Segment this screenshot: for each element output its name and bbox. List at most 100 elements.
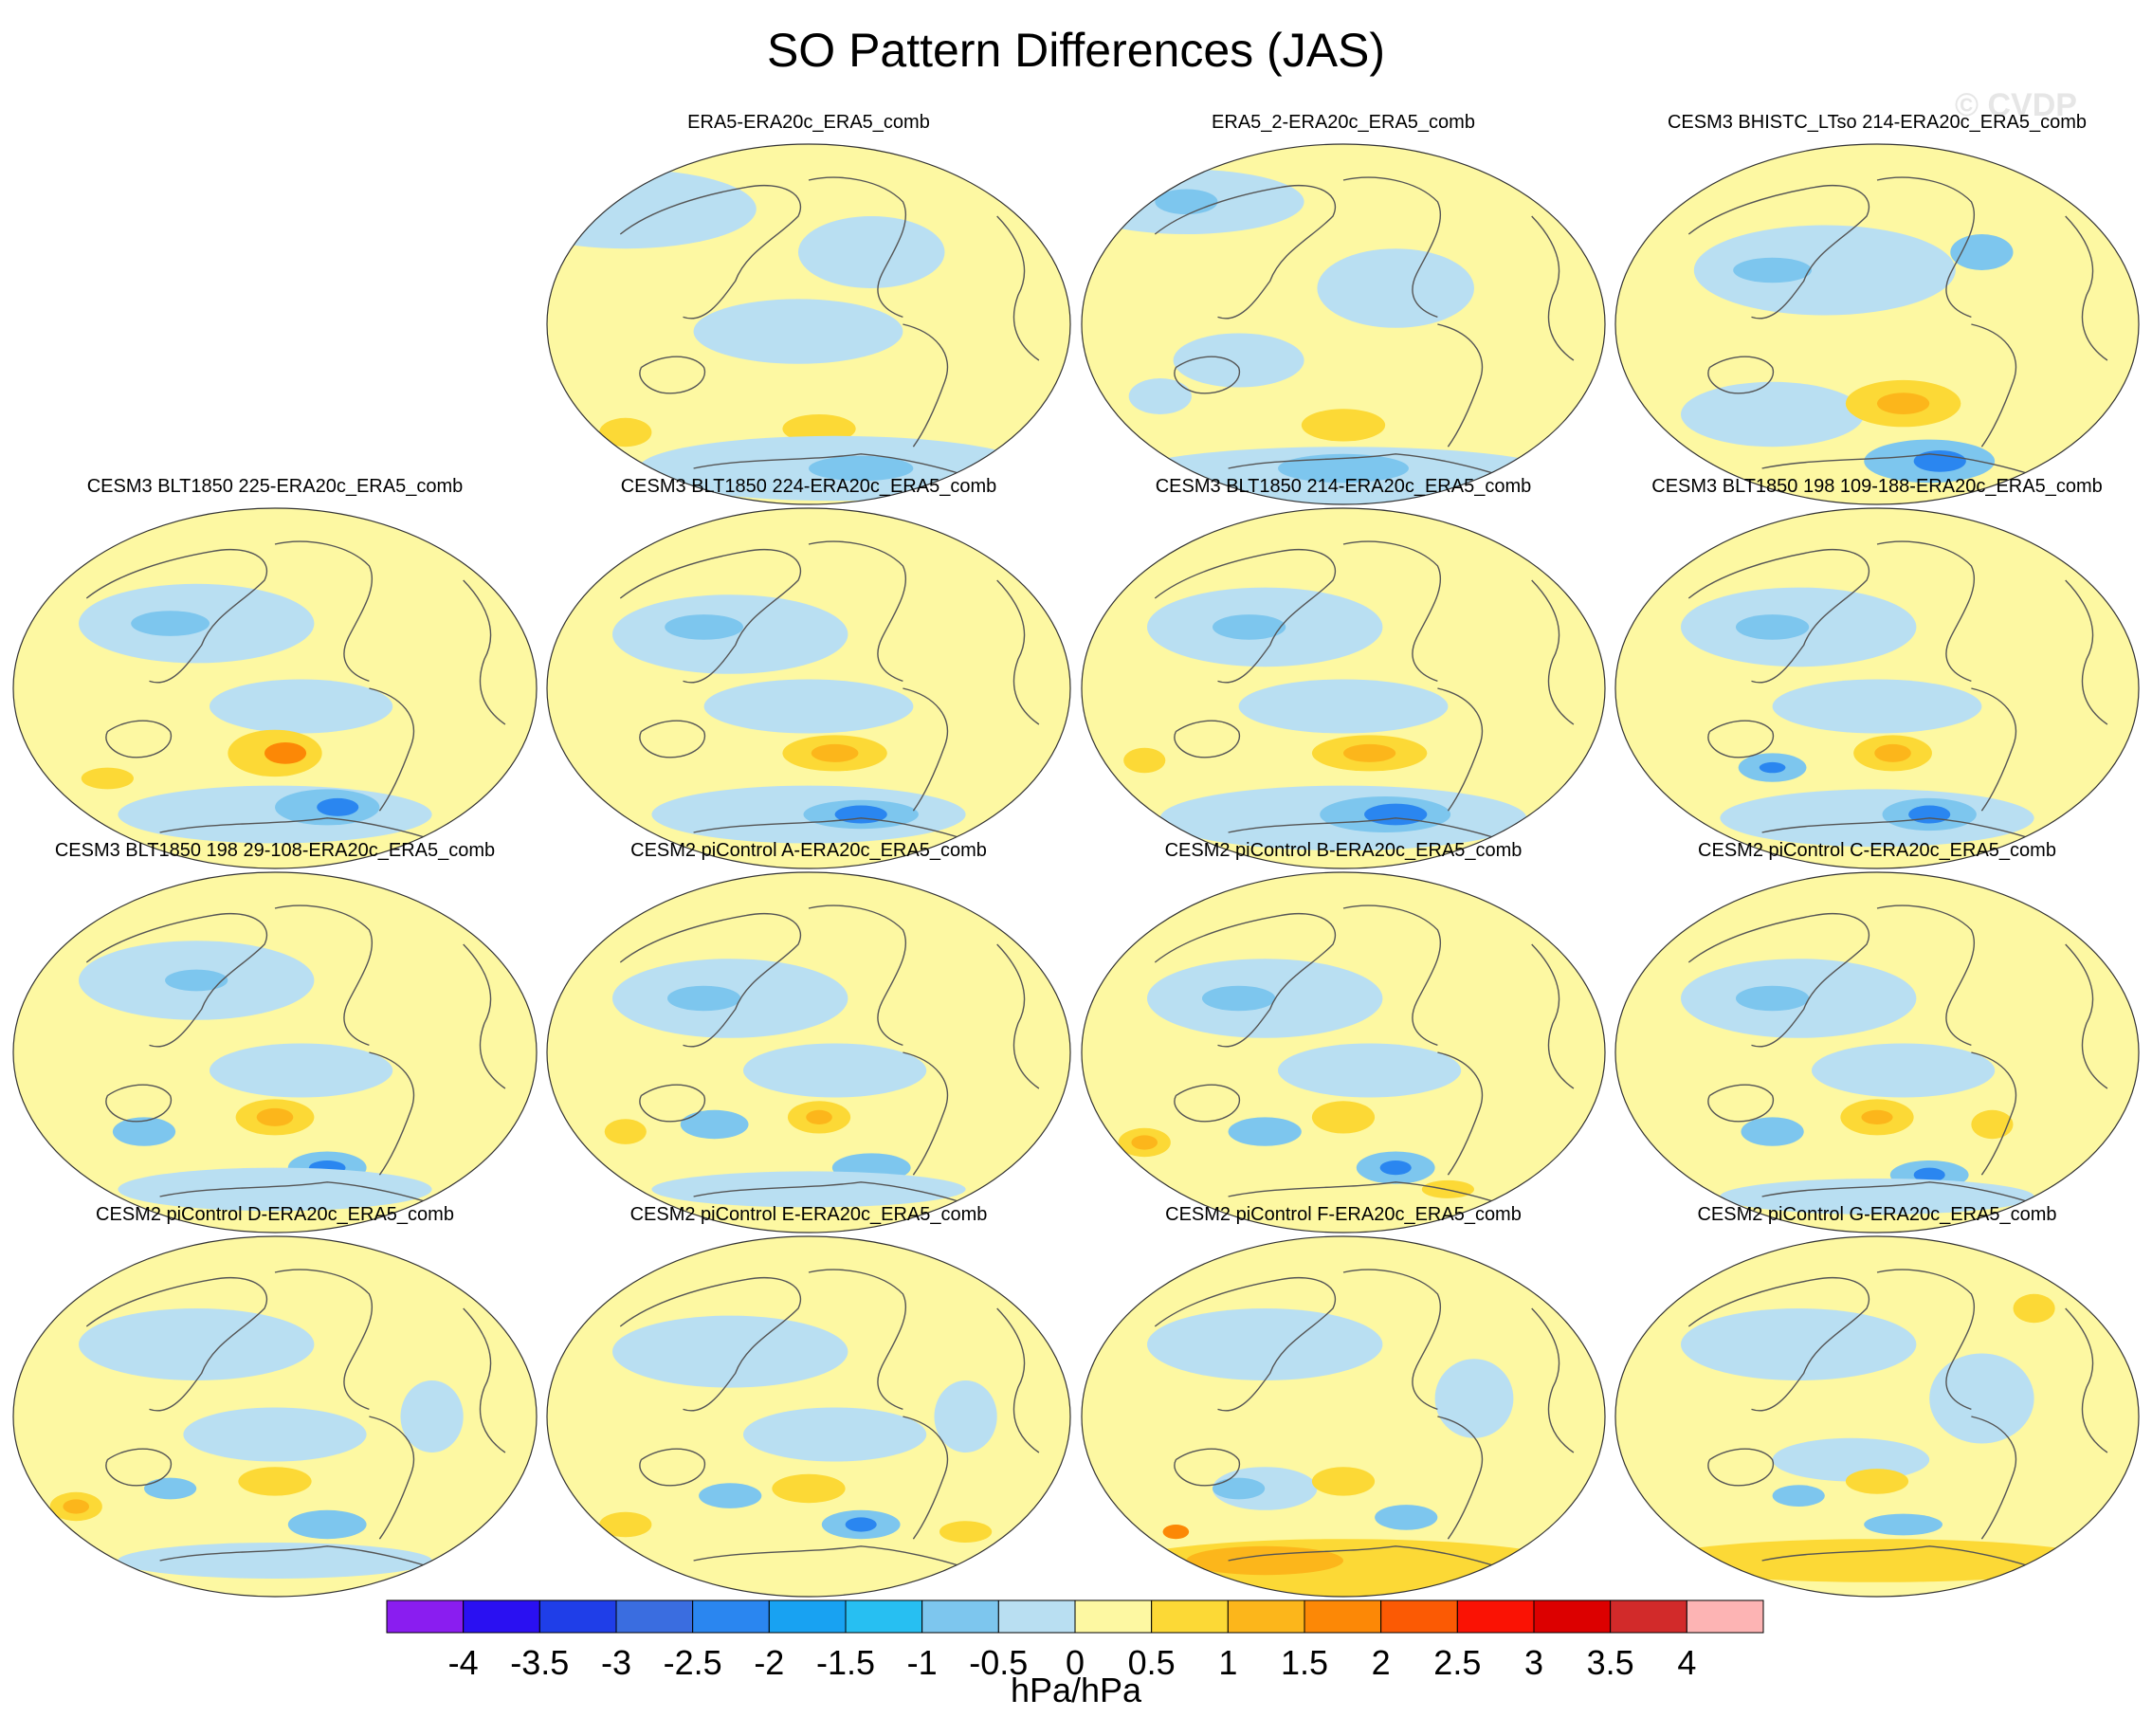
map-panel: CESM3 BLT1850 224-ERA20c_ERA5_comb	[543, 476, 1074, 869]
anomaly-contour	[1720, 1179, 2034, 1215]
anomaly-contour	[1213, 614, 1286, 640]
coastline	[1154, 548, 1336, 684]
map	[546, 143, 1071, 505]
coastline	[1707, 356, 1775, 394]
coastline	[1687, 1276, 1869, 1412]
panel-title: CESM3 BLT1850 198 109-188-ERA20c_ERA5_co…	[1651, 476, 2103, 497]
anomaly-contour	[1908, 805, 1951, 824]
anomaly-contour	[806, 1109, 832, 1124]
map	[1614, 143, 2140, 505]
anomaly-contour	[1845, 1469, 1909, 1494]
coastline	[693, 817, 966, 841]
map-panel: CESM2 piControl C-ERA20c_ERA5_comb	[1612, 840, 2143, 1233]
coastline	[693, 453, 966, 477]
anomaly-contour	[79, 1308, 315, 1380]
anomaly-contour	[1950, 234, 2014, 270]
anomaly-contour	[693, 299, 903, 364]
panel-title: CESM3 BLT1850 214-ERA20c_ERA5_comb	[1155, 476, 1532, 497]
coastline	[1174, 356, 1241, 394]
map	[12, 507, 538, 869]
panel-title: CESM3 BLT1850 225-ERA20c_ERA5_comb	[86, 476, 464, 497]
panel-title: ERA5_2-ERA20c_ERA5_comb	[1212, 112, 1475, 133]
coastline	[1228, 1545, 1501, 1569]
panel-title: CESM3 BHISTC_LTso 214-ERA20c_ERA5_comb	[1667, 112, 2088, 133]
map	[546, 1235, 1071, 1598]
coastline	[1228, 453, 1501, 477]
coastline	[1971, 1051, 2017, 1176]
anomaly-contour	[1693, 225, 1956, 316]
anomaly-contour	[210, 679, 393, 734]
anomaly-contour	[612, 1315, 848, 1388]
anomaly-contour	[1107, 1539, 1579, 1597]
anomaly-contour	[1735, 985, 1810, 1012]
panel-title: CESM2 piControl A-ERA20c_ERA5_comb	[630, 840, 987, 861]
coastline	[1437, 1416, 1484, 1540]
coastline	[85, 548, 267, 684]
coastline	[1761, 453, 2034, 477]
coastline	[1228, 1181, 1501, 1205]
anomaly-contour	[317, 797, 359, 816]
map-panel: CESM2 piControl A-ERA20c_ERA5_comb	[543, 840, 1074, 1233]
coastline	[903, 323, 949, 448]
anomaly-contour	[2013, 1293, 2055, 1324]
anomaly-contour	[1759, 761, 1786, 774]
coastline	[619, 184, 801, 320]
map	[12, 871, 538, 1233]
coastline	[1971, 1416, 2017, 1540]
anomaly-contour	[939, 1521, 993, 1543]
anomaly-contour	[256, 1107, 294, 1126]
map-panel: CESM2 piControl G-ERA20c_ERA5_comb	[1612, 1204, 2143, 1598]
coastline	[1342, 905, 1442, 1047]
anomaly-contour	[1654, 1539, 2100, 1582]
coastline	[639, 1084, 706, 1123]
coastline	[1707, 1448, 1775, 1487]
coastline	[1228, 817, 1501, 841]
coastline	[639, 1448, 706, 1487]
anomaly-contour	[743, 1407, 927, 1462]
anomaly-contour	[63, 1499, 90, 1514]
panel-title: CESM2 piControl F-ERA20c_ERA5_comb	[1165, 1204, 1522, 1225]
coastline	[2065, 215, 2108, 361]
anomaly-contour	[1929, 1353, 2034, 1444]
coastline	[996, 579, 1040, 725]
coastline	[1174, 1448, 1241, 1487]
coastline	[1154, 912, 1336, 1048]
anomaly-contour	[131, 611, 210, 636]
anomaly-contour	[1123, 747, 1166, 774]
anomaly-contour	[183, 1407, 367, 1462]
map	[1081, 1235, 1606, 1598]
coastline	[808, 176, 907, 319]
anomaly-contour	[703, 679, 914, 734]
coastline	[105, 1084, 173, 1123]
map-panel: CESM2 piControl E-ERA20c_ERA5_comb	[543, 1204, 1074, 1598]
coastline	[1437, 323, 1484, 448]
coastline	[1687, 912, 1869, 1048]
anomaly-contour	[651, 1171, 966, 1208]
anomaly-contour	[1913, 1167, 1945, 1182]
anomaly-contour	[1681, 1308, 1917, 1380]
anomaly-contour	[118, 1543, 432, 1579]
coastline	[1531, 943, 1575, 1089]
coastline	[85, 912, 267, 1048]
anomaly-contour	[1681, 381, 1865, 448]
anomaly-contour	[112, 1117, 176, 1146]
map-panel: CESM2 piControl B-ERA20c_ERA5_comb	[1078, 840, 1609, 1233]
anomaly-contour	[1375, 1505, 1438, 1530]
anomaly-contour	[1228, 1117, 1302, 1146]
anomaly-contour	[604, 1119, 647, 1144]
coastline	[693, 1181, 966, 1205]
anomaly-contour	[1379, 1160, 1412, 1176]
colorbar-units: hPa/hPa	[1010, 1671, 1142, 1709]
map	[1614, 871, 2140, 1233]
coastline	[903, 1416, 949, 1540]
anomaly-contour	[1364, 803, 1428, 826]
map	[1081, 143, 1606, 505]
coastline	[639, 356, 706, 394]
anomaly-contour	[1162, 1525, 1190, 1540]
coastline	[903, 1051, 949, 1176]
anomaly-contour	[1741, 1117, 1804, 1146]
anomaly-contour	[665, 614, 743, 640]
coastline	[105, 1448, 173, 1487]
anomaly-contour	[1311, 1467, 1376, 1496]
coastline	[1687, 184, 1869, 320]
